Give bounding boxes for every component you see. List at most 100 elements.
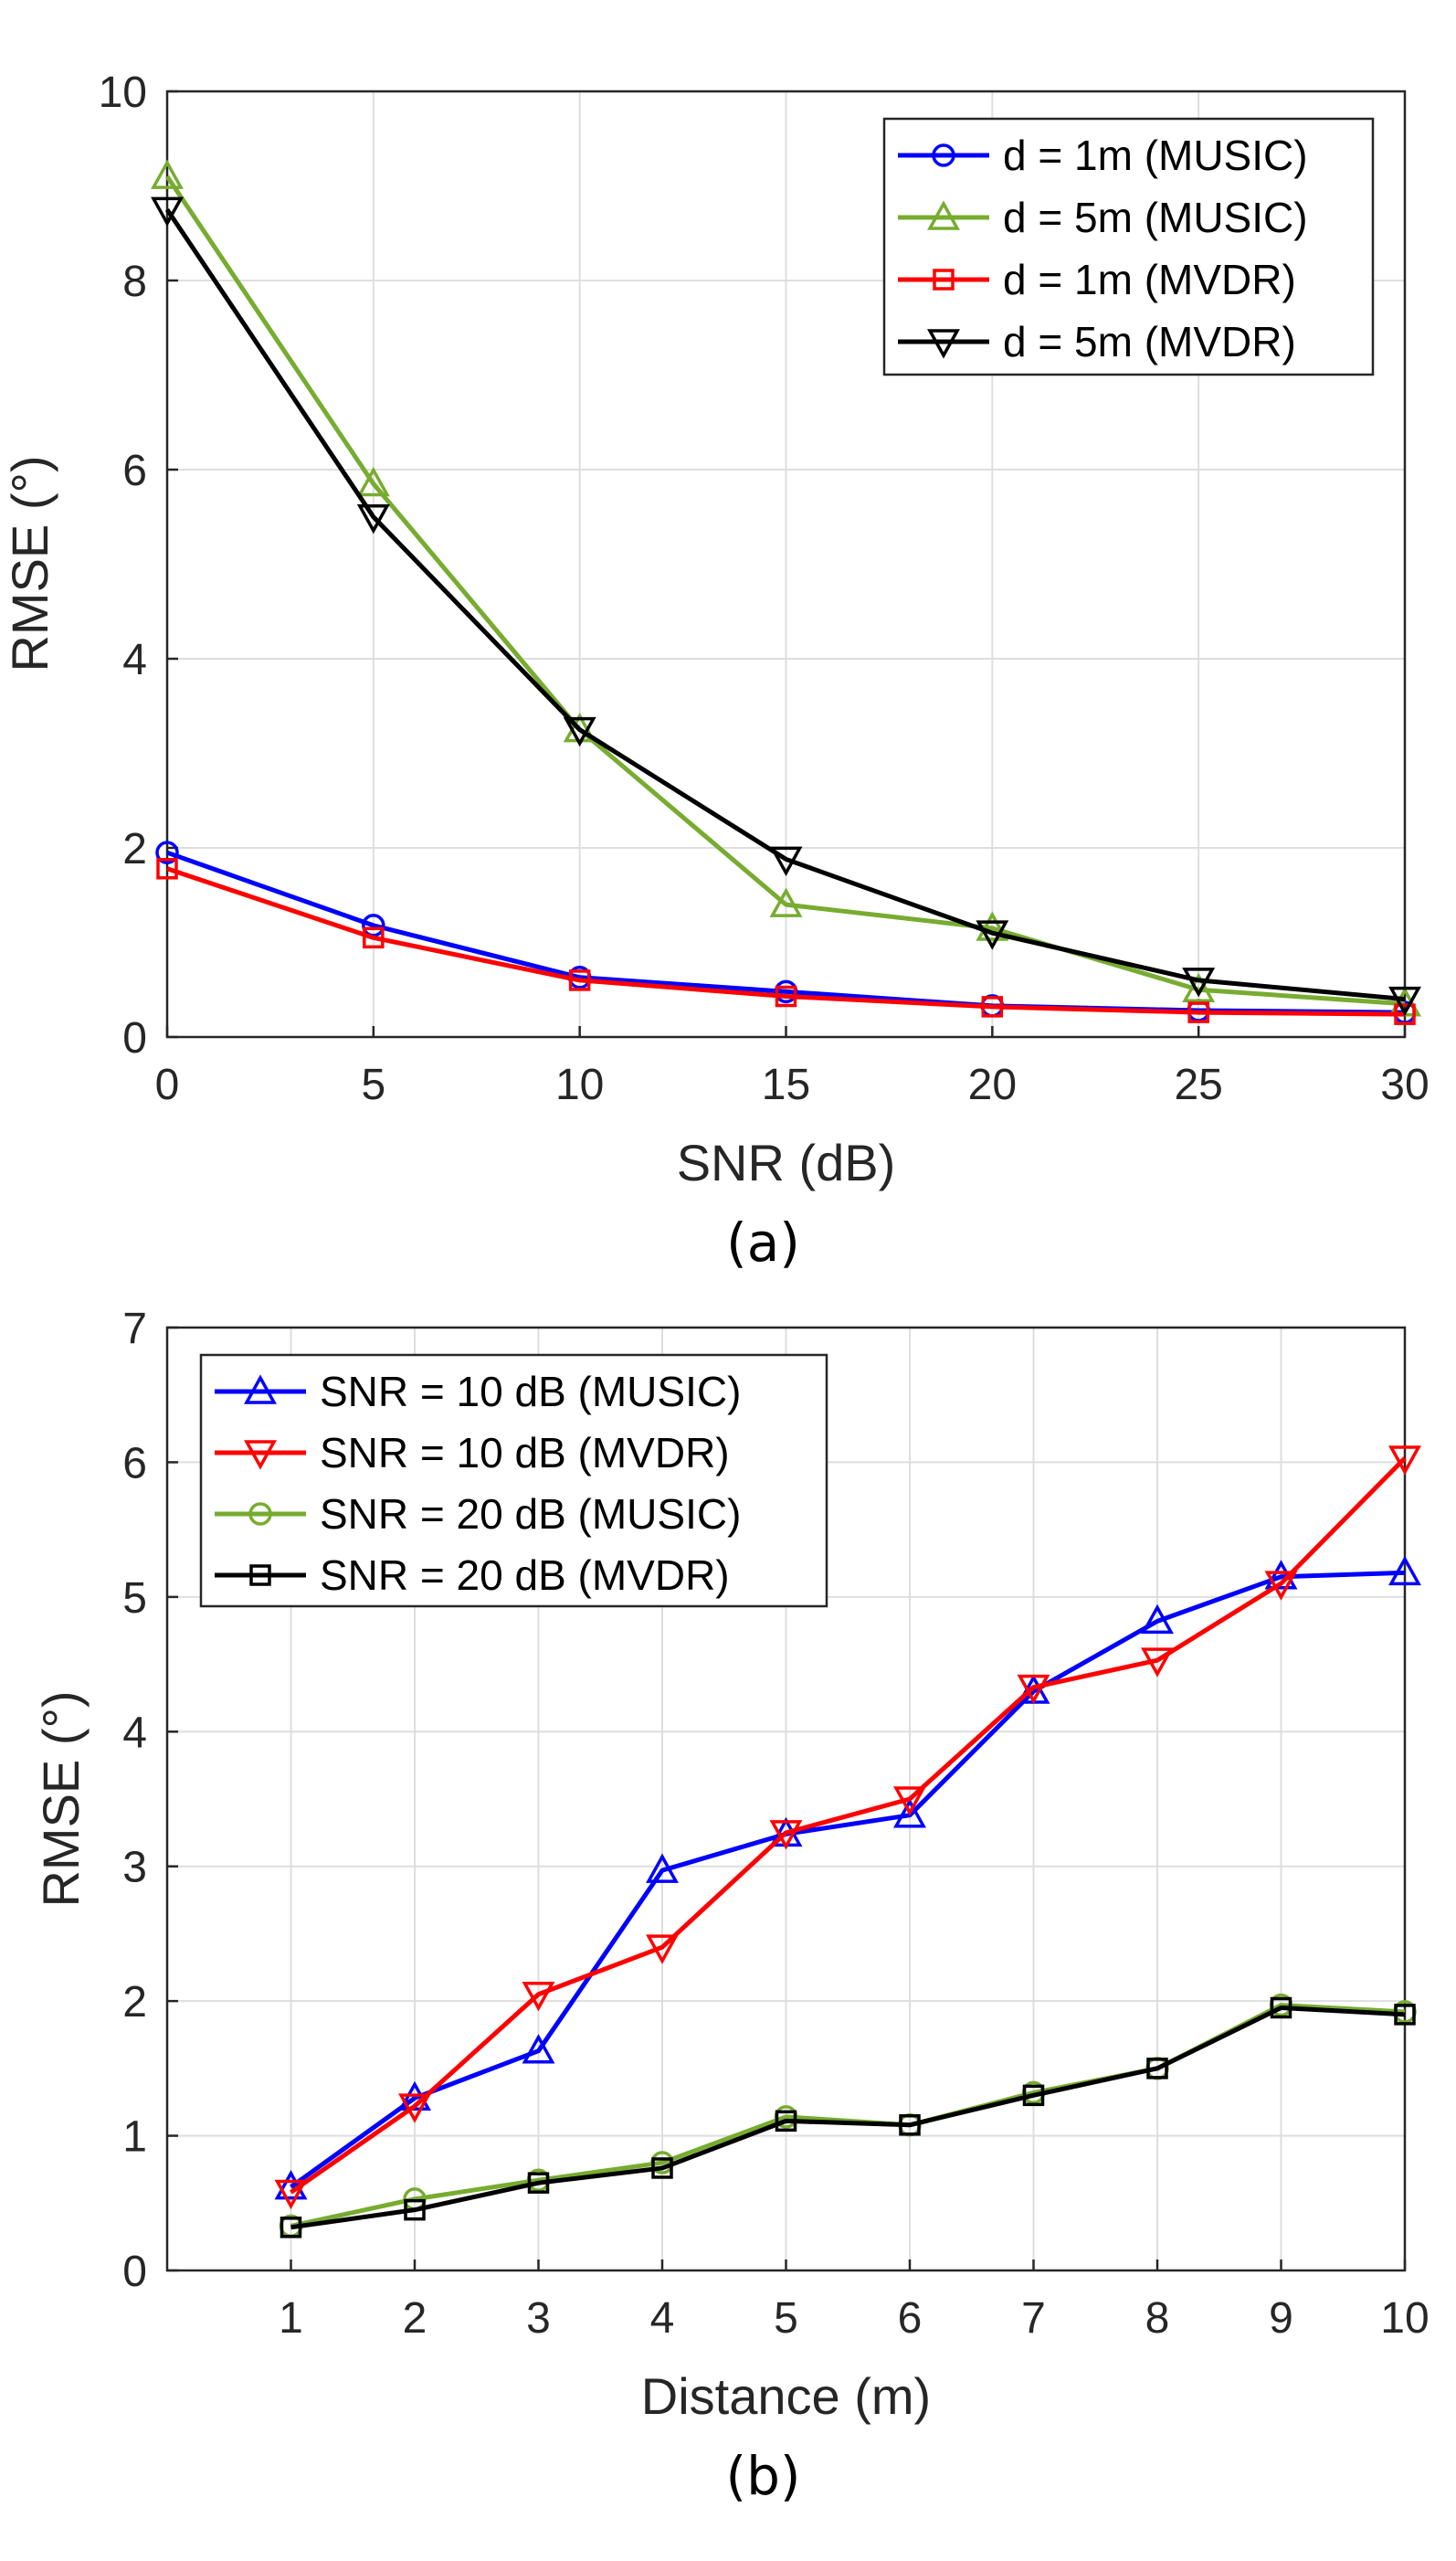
a-data-point (151, 159, 184, 189)
b-x-tick-label: 9 (1269, 2294, 1293, 2343)
b-y-axis-label: RMSE (°) (32, 1690, 90, 1907)
b-data-point (274, 2179, 308, 2210)
b-x-tick-label: 10 (1380, 2294, 1429, 2343)
chart-panel-b: 1 2 3 4 5 6 7 8 9 10 0 1 2 3 4 5 6 7 Distance (m) RMSE (°) (… (32, 1305, 1430, 2507)
b-legend-marker (248, 1502, 272, 1526)
a-y-tick-label: 10 (99, 69, 147, 117)
b-data-point (646, 1934, 679, 1964)
b-data-point (1264, 1571, 1298, 1601)
b-data-point (522, 1982, 555, 2012)
a-x-tick-label: 10 (555, 1061, 604, 1109)
b-axes-box (165, 1326, 1407, 2272)
a-y-tick-label: 0 (122, 1014, 147, 1063)
a-data-point (151, 196, 184, 227)
b-y-tick-label: 0 (122, 2248, 147, 2296)
a-y-tick-label: 2 (122, 825, 147, 873)
b-legend-item: SNR = 20 dB (MUSIC) (215, 1490, 741, 1538)
b-x-tick-label: 5 (774, 2294, 798, 2343)
a-caption: (a) (726, 1212, 800, 1274)
a-data-point (356, 504, 390, 534)
b-y-tick-label: 6 (122, 1439, 147, 1487)
a-legend-marker (927, 329, 960, 359)
a-y-tick-label: 6 (122, 447, 147, 495)
b-legend-box (199, 1353, 828, 1608)
b-x-tick-label: 7 (1021, 2294, 1046, 2343)
a-legend-box (882, 117, 1375, 376)
a-data-point (1182, 972, 1216, 1002)
b-data-point (775, 2110, 797, 2132)
b-data-point (398, 2093, 431, 2123)
a-x-tick-label: 30 (1380, 1061, 1429, 1109)
b-series-line (290, 1456, 1407, 2195)
b-data-point (646, 1853, 679, 1883)
b-data-point (280, 2217, 302, 2238)
b-y-tick-label: 7 (122, 1305, 147, 1353)
a-data-point (363, 926, 385, 949)
chart-panel-a: 0 5 10 15 20 25 30 0 2 4 6 8 10 SNR (dB) RMSE (°) (a) d … (1, 69, 1430, 1274)
a-x-tick-label: 5 (361, 1061, 385, 1109)
b-caption: (b) (725, 2445, 800, 2507)
a-y-axis-label: RMSE (°) (1, 455, 58, 672)
b-legend-label: SNR = 20 dB (MUSIC) (320, 1490, 741, 1538)
a-data-point (155, 841, 179, 864)
a-legend-item: d = 1m (MUSIC) (898, 132, 1308, 179)
a-legend-label: d = 5m (MUSIC) (1003, 194, 1308, 241)
b-legend: SNR = 10 dB (MUSIC) SNR = 10 dB (MVDR) SNR… (199, 1353, 828, 1608)
b-legend-label: SNR = 20 dB (MVDR) (320, 1551, 730, 1599)
b-data-point (1017, 1674, 1050, 1705)
a-y-tick-label: 4 (122, 636, 147, 684)
b-legend-marker (244, 1440, 277, 1470)
b-series-1 (274, 1445, 1421, 2210)
b-series-line (290, 2005, 1406, 2230)
b-x-tick-label: 8 (1145, 2294, 1170, 2343)
b-data-point (1270, 1996, 1292, 2019)
b-x-tick-label: 4 (650, 2294, 675, 2343)
b-data-point (651, 2157, 673, 2179)
b-x-axis-label: Distance (m) (641, 2367, 931, 2425)
a-data-point (976, 920, 1009, 950)
a-x-tick-label: 15 (762, 1061, 810, 1109)
a-x-axis-label: SNR (dB) (677, 1134, 896, 1191)
b-legend-label: SNR = 10 dB (MUSIC) (320, 1368, 741, 1415)
a-series-3 (151, 196, 1421, 1017)
a-data-point (563, 716, 596, 747)
b-data-point (769, 1820, 803, 1850)
a-series-line (164, 207, 1406, 1002)
a-legend: d = 1m (MUSIC) d = 5m (MUSIC) d = 1m (MVDR… (882, 117, 1375, 376)
a-data-point (1394, 1003, 1416, 1025)
a-data-point (1187, 1001, 1209, 1023)
b-data-point (1141, 1603, 1174, 1635)
b-y-tick-label: 5 (122, 1574, 147, 1623)
b-x-tick-label: 3 (526, 2294, 551, 2343)
a-data-point (981, 996, 1004, 1018)
b-legend-item: SNR = 10 dB (MVDR) (215, 1429, 730, 1476)
a-data-point (769, 887, 803, 917)
b-legend-marker (244, 1374, 277, 1404)
b-y-tick-label: 1 (122, 2113, 147, 2162)
b-series-line (290, 1570, 1406, 2189)
a-x-tick-label: 20 (968, 1061, 1017, 1109)
a-axes-box (165, 90, 1407, 1039)
a-legend-label: d = 1m (MVDR) (1003, 256, 1296, 303)
b-x-tick-label: 1 (279, 2294, 303, 2343)
a-data-point (976, 911, 1009, 941)
b-y-tick-label: 4 (122, 1709, 147, 1757)
b-legend-label: SNR = 10 dB (MVDR) (320, 1429, 730, 1476)
b-data-point (1022, 2084, 1045, 2107)
a-legend-marker (927, 200, 960, 230)
b-data-point (1146, 2058, 1168, 2079)
a-legend-marker (933, 269, 955, 291)
a-series-2 (156, 858, 1416, 1025)
b-data-point (522, 2034, 555, 2064)
b-legend-marker (249, 1564, 271, 1586)
b-data-point (1394, 2004, 1416, 2026)
a-data-point (1182, 968, 1216, 998)
a-legend-item: d = 5m (MVDR) (898, 318, 1296, 365)
b-x-tick-label: 6 (898, 2294, 923, 2343)
b-legend-item: SNR = 20 dB (MVDR) (215, 1551, 730, 1599)
a-x-tick-label: 25 (1174, 1061, 1222, 1109)
b-y-tick-label: 2 (122, 1978, 147, 2027)
a-data-point (769, 846, 803, 877)
a-legend-label: d = 1m (MUSIC) (1003, 132, 1308, 179)
